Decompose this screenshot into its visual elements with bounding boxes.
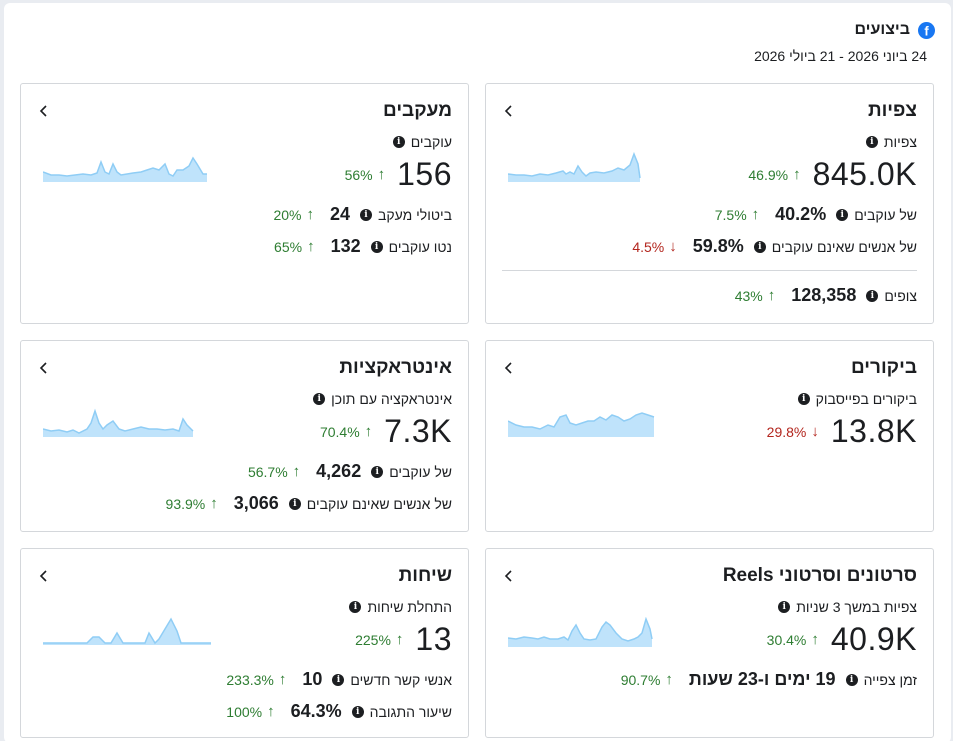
metric-row: 156 56% ↑ [345,156,452,193]
up-arrow-icon: ↑ [364,423,373,440]
info-icon[interactable]: i [349,601,362,613]
info-icon[interactable]: i [865,136,878,148]
metric-change: 30.4% ↑ [766,631,819,648]
date-range: 24 ביוני 2026 - 21 ביולי 2026 [754,48,927,64]
up-arrow-icon: ↑ [665,671,673,688]
metric-change: 70.4% ↑ [319,423,373,440]
facebook-icon: f [918,21,935,39]
up-arrow-icon: ↑ [306,206,314,223]
metric-label: אינטראקציה עם תוכן i [313,391,452,407]
up-arrow-icon: ↑ [377,166,386,183]
down-arrow-icon: ↓ [811,423,819,440]
metric-row: 7.3K 70.4% ↑ [320,413,452,450]
metric-value: 7.3K [384,413,452,449]
card-title: אינטראקציות [339,357,452,378]
card-title: שיחות [398,565,452,586]
stat-row-followers: של עוקבים i 40.2% 7.5% ↑ [714,204,917,224]
metric-label: התחלת שיחות i [349,599,452,615]
stat-row-watch-time: זמן צפייה i 19 ימים ו-23 שעות 90.7% ↑ [620,669,917,689]
page-title: ביצועים [854,21,910,38]
chevron-left-icon[interactable] [504,569,514,583]
views-card[interactable]: צפיות צפיות i 845.0K 46.9% ↑ של עוקבים i 40… [485,83,934,324]
info-icon[interactable]: i [797,393,810,405]
metric-value: 40.9K [830,621,917,657]
metric-row: 845.0K 46.9% ↑ [748,156,917,193]
stat-row-response-rate: שיעור התגובה i 64.3% 100% ↑ [226,701,452,721]
card-title: ביקורים [850,357,917,378]
info-icon[interactable]: i [866,289,879,302]
card-title: מעקבים [383,100,452,121]
reels-card[interactable]: סרטונים וסרטוני Reels צפיות במשך 3 שניות… [485,548,934,738]
metric-label: עוקבים i [392,134,452,150]
sparkline-chart [508,412,655,437]
info-icon[interactable]: i [313,393,326,405]
stat-row-viewers: צופים i 128,358 43% ↑ [734,285,917,305]
metric-value: 845.0K [812,156,917,192]
info-icon[interactable]: i [753,240,766,253]
info-icon[interactable]: i [371,465,384,478]
metric-value: 156 [397,156,452,192]
stat-row-net-followers: נטו עוקבים i 132 65% ↑ [274,236,452,256]
stat-row-unfollows: ביטולי מעקב i 24 20% ↑ [273,204,452,224]
metric-change: 56% ↑ [344,166,386,183]
info-icon[interactable]: i [351,705,364,718]
svg-text:f: f [924,23,929,38]
up-arrow-icon: ↑ [751,206,760,223]
chevron-left-icon[interactable] [39,104,49,118]
info-icon[interactable]: i [778,601,791,613]
card-title: צפיות [867,100,917,121]
metric-row: 13.8K 29.8% ↓ [767,413,917,450]
sparkline-chart [43,156,207,182]
up-arrow-icon: ↑ [267,703,275,720]
sparkline-chart [508,617,653,647]
info-icon[interactable]: i [360,208,372,221]
info-icon[interactable]: i [288,497,301,510]
stat-row-non-followers: של אנשים שאינם עוקבים i 3,066 93.9% ↑ [165,493,452,513]
card-title: סרטונים וסרטוני Reels [722,565,917,586]
info-icon[interactable]: i [392,136,405,148]
metric-label: צפיות במשך 3 שניות i [778,599,917,615]
interactions-card[interactable]: אינטראקציות אינטראקציה עם תוכן i 7.3K 70.… [20,340,469,532]
stat-row-new-contacts: אנשי קשר חדשים i 10 233.3% ↑ [226,669,452,689]
up-arrow-icon: ↑ [307,238,315,255]
up-arrow-icon: ↑ [811,631,819,648]
info-icon[interactable]: i [332,673,345,686]
up-arrow-icon: ↑ [767,287,776,304]
metric-value: 13.8K [830,413,917,449]
metric-change: 225% ↑ [355,631,404,648]
visits-card[interactable]: ביקורים ביקורים בפייסבוק i 13.8K 29.8% ↓ [485,340,934,532]
performance-header: f ביצועים 24 ביוני 2026 - 21 ביולי 2026 [754,21,935,64]
up-arrow-icon: ↑ [395,631,404,648]
metric-change: 46.9% ↑ [748,166,801,183]
chevron-left-icon[interactable] [504,361,514,375]
conversations-card[interactable]: שיחות התחלת שיחות i 13 225% ↑ אנשי קשר חדש… [20,548,469,738]
stat-row-non-followers: של אנשים שאינם עוקבים i 59.8% 4.5% ↓ [632,236,917,256]
chevron-left-icon[interactable] [39,361,49,375]
info-icon[interactable]: i [370,240,383,253]
followers-card[interactable]: מעקבים עוקבים i 156 56% ↑ ביטולי מעקב i 24 … [20,83,469,324]
chevron-left-icon[interactable] [504,104,514,118]
down-arrow-icon: ↓ [669,238,677,255]
up-arrow-icon: ↑ [793,166,801,183]
info-icon[interactable]: i [836,208,849,221]
metric-row: 13 225% ↑ [355,621,452,658]
metric-row: 40.9K 30.4% ↑ [767,621,917,658]
divider [502,270,917,271]
stat-row-followers: של עוקבים i 4,262 56.7% ↑ [247,461,452,481]
metric-label: ביקורים בפייסבוק i [797,391,917,407]
up-arrow-icon: ↑ [210,495,218,512]
sparkline-chart [43,617,211,645]
sparkline-chart [43,408,194,437]
info-icon[interactable]: i [845,673,858,686]
up-arrow-icon: ↑ [292,463,301,480]
metric-change: 29.8% ↓ [766,423,819,440]
up-arrow-icon: ↑ [278,671,287,688]
metric-value: 13 [415,621,452,657]
chevron-left-icon[interactable] [39,569,49,583]
sparkline-chart [508,152,641,182]
metric-label: צפיות i [865,134,917,150]
